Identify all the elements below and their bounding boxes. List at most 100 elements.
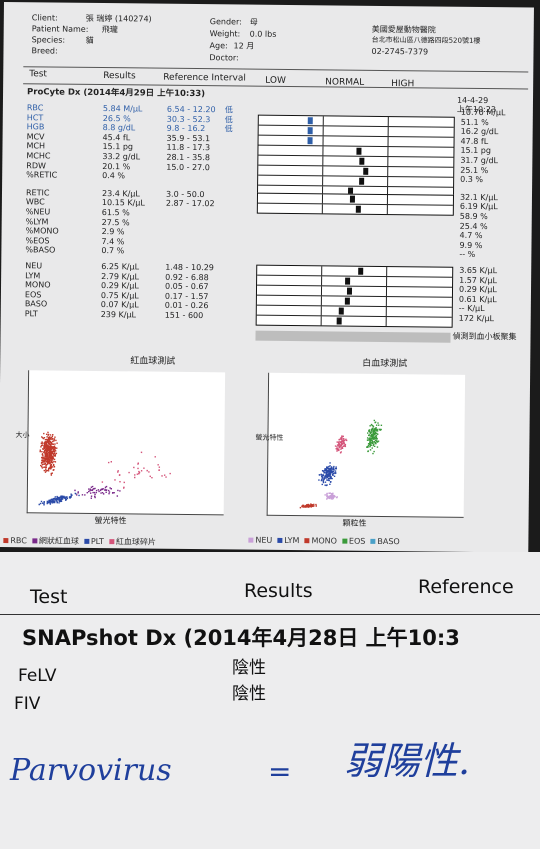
scatter-dot [326, 484, 328, 486]
snap-report: Test Results Reference SNAPshot Dx (2014… [0, 552, 540, 849]
scatter-dot [46, 436, 48, 438]
scatter-dot [315, 505, 317, 507]
scatter-dot [342, 438, 345, 440]
scatter-dot [157, 464, 159, 466]
scatter-dot [303, 505, 305, 508]
scatter-dot [329, 496, 331, 499]
scatter-dot [105, 489, 108, 492]
scatter-dot [133, 466, 135, 469]
col-results: Results [103, 71, 136, 82]
scatter-dot [371, 439, 373, 442]
rbc-ylabel: 大小 [15, 431, 30, 440]
scatter-dot [39, 449, 42, 451]
scatter-dot [53, 466, 56, 468]
gauge-divider [385, 317, 387, 327]
row-name: %NEU [25, 207, 51, 217]
scatter-dot [45, 469, 47, 471]
scatter-dot [335, 467, 337, 470]
scatter-dot [52, 440, 54, 443]
scatter-dot [138, 472, 141, 474]
scatter-dot [336, 450, 338, 452]
scatter-dot [315, 503, 317, 506]
scatter-dot [373, 443, 375, 446]
scatter-dot [372, 452, 374, 455]
legend-swatch [31, 538, 37, 544]
scatter-dot [140, 451, 143, 454]
row-ref: 1.48 - 10.29 [165, 262, 214, 273]
rbc-scatter [38, 431, 171, 506]
scatter-dot [326, 466, 328, 468]
scatter-dot [49, 434, 52, 436]
scatter-dot [169, 472, 171, 475]
scatter-dot [307, 504, 309, 506]
scatter-dot [334, 471, 336, 474]
scatter-dot [40, 500, 43, 503]
scatter-dot [53, 452, 56, 455]
scatter-dot [47, 434, 49, 436]
legend-swatch [341, 538, 347, 544]
row-ref: 0.05 - 0.67 [164, 281, 209, 292]
scatter-dot [327, 497, 329, 499]
scatter-dot [46, 501, 49, 504]
row-name: HCT [26, 112, 44, 123]
row-result: 0.07 K/μL [100, 300, 139, 310]
scatter-dot [372, 435, 375, 437]
scatter-dot [74, 489, 76, 492]
scatter-dot [48, 438, 50, 440]
scatter-dot [344, 443, 347, 446]
gauge-divider [322, 166, 324, 176]
scatter-dot [373, 441, 375, 443]
scatter-dot [45, 449, 48, 451]
scatter-dot [42, 461, 44, 463]
scatter-dot [43, 450, 46, 452]
scatter-dot [313, 503, 315, 506]
scatter-dot [343, 439, 345, 442]
scatter-dot [101, 488, 104, 491]
row-name: HGB [26, 122, 45, 132]
scatter-dot [77, 491, 79, 493]
scatter-dot [332, 470, 335, 473]
row-name: MONO [24, 280, 51, 290]
row-result: 23.4 K/μL [101, 188, 140, 199]
row-result: 33.2 g/dL [102, 152, 141, 162]
row-result: 5.84 M/μL [102, 104, 143, 114]
snap-col-results: Results [244, 580, 313, 602]
scatter-dot [61, 496, 64, 499]
col-low: LOW [265, 75, 286, 86]
scatter-dot [338, 438, 341, 441]
row-prev: 1.57 K/μL [459, 275, 498, 285]
scatter-dot [332, 474, 334, 476]
scatter-dot [41, 502, 44, 504]
scatter-dot [43, 502, 45, 505]
scatter-dot [323, 470, 326, 472]
gauge-wbc-panel [256, 192, 455, 216]
weight-value: 0.0 lbs [249, 29, 277, 39]
header-rule [23, 66, 529, 73]
row-result: 45.4 fL [102, 132, 131, 143]
scatter-dot [54, 455, 56, 457]
scatter-dot [108, 492, 110, 495]
gauge-divider [387, 127, 389, 137]
scatter-dot [345, 439, 348, 442]
scatter-dot [374, 429, 376, 431]
scatter-dot [51, 472, 53, 474]
scatter-dot [328, 473, 331, 476]
row-result: 6.25 K/μL [101, 262, 140, 272]
scatter-dot [151, 476, 153, 479]
handwritten-equals: = [268, 755, 292, 788]
scatter-dot [49, 457, 51, 459]
scatter-dot [371, 447, 373, 449]
scatter-dot [90, 495, 93, 497]
scatter-dot [50, 464, 52, 466]
scatter-dot [52, 437, 54, 440]
scatter-dot [118, 474, 121, 476]
scatter-dot [158, 466, 161, 468]
scatter-dot [330, 497, 332, 500]
scatter-dot [154, 456, 156, 458]
scatter-dot [313, 505, 315, 507]
scatter-dot [370, 439, 372, 441]
scatter-dot [321, 483, 323, 486]
scatter-dot [39, 450, 41, 453]
scatter-dot [69, 497, 71, 499]
scatter-dot [148, 471, 150, 473]
